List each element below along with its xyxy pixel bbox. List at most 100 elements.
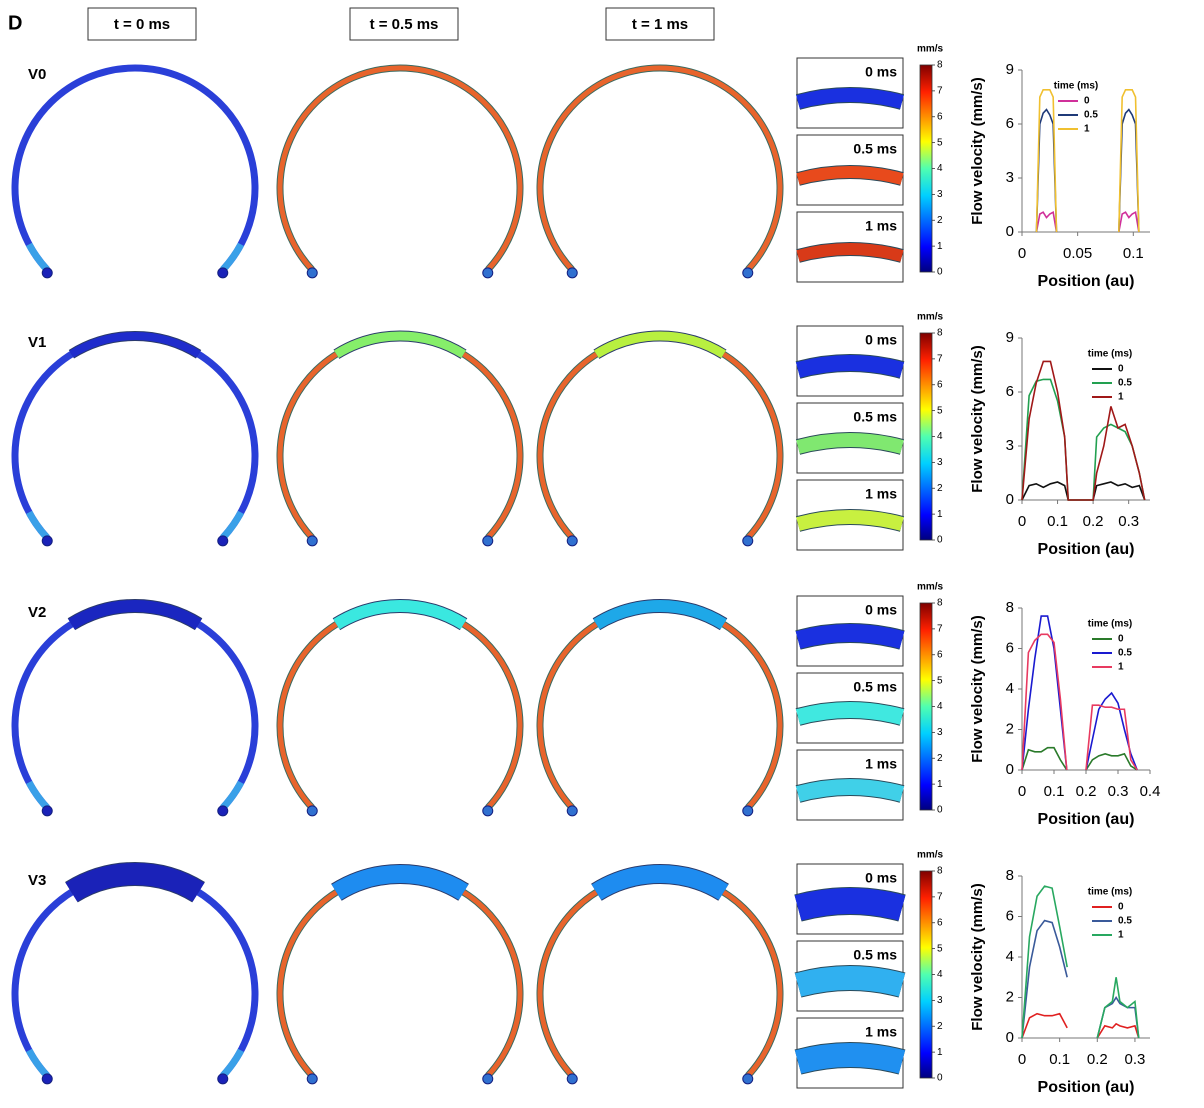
x-tick-label: 0 <box>1018 245 1026 262</box>
y-tick-label: 8 <box>1006 867 1014 884</box>
row-label: V1 <box>28 334 46 351</box>
y-axis-label: Flow velocity (mm/s) <box>969 883 986 1031</box>
panel-label: D <box>8 12 22 34</box>
legend-label: 0.5 <box>1118 916 1132 927</box>
colorbar-tick-label: 6 <box>937 111 943 122</box>
x-tick-label: 0.05 <box>1063 245 1092 262</box>
x-tick-label: 0.2 <box>1087 1051 1108 1068</box>
inset-label: 0 ms <box>865 870 897 886</box>
x-tick-label: 0.2 <box>1083 513 1104 530</box>
colorbar-tick-label: 1 <box>937 241 943 252</box>
column-header: t = 0 ms <box>114 16 170 33</box>
inset-label: 0 ms <box>865 64 897 80</box>
stenosis-segment <box>594 331 726 359</box>
series-line <box>1035 89 1140 233</box>
vessel-arc <box>277 65 523 272</box>
inset-label: 0.5 ms <box>853 141 897 157</box>
vessel <box>276 64 524 279</box>
colorbar-tick-label: 0 <box>937 805 943 816</box>
y-tick-label: 0 <box>1006 1029 1014 1046</box>
series-line <box>1021 633 1138 771</box>
stenosis-segment <box>333 600 467 630</box>
vessel-end <box>306 535 318 547</box>
vessel <box>11 64 259 279</box>
vessel-end <box>482 1073 494 1085</box>
x-axis-label: Position (au) <box>1038 1079 1135 1096</box>
vessel-arc <box>11 602 259 811</box>
colorbar-tick-label: 7 <box>937 892 943 903</box>
vessel-end <box>306 805 318 817</box>
stenosis-segment <box>65 863 205 902</box>
vessel-tip <box>220 242 245 273</box>
y-axis-label: Flow velocity (mm/s) <box>969 77 986 225</box>
vessel-arc <box>11 64 259 273</box>
x-tick-label: 0.1 <box>1044 783 1065 800</box>
y-tick-label: 4 <box>1006 680 1014 697</box>
colorbar-tick-label: 3 <box>937 995 943 1006</box>
colorbar-tick-label: 1 <box>937 1047 943 1058</box>
colorbar-tick-label: 5 <box>937 943 943 954</box>
inset-band <box>795 624 905 649</box>
x-tick-label: 0.3 <box>1118 513 1139 530</box>
vessel <box>11 862 259 1085</box>
x-tick-label: 0.4 <box>1140 783 1161 800</box>
inset-label: 0.5 ms <box>853 409 897 425</box>
vessel-end <box>217 267 229 279</box>
stenosis-segment <box>69 332 201 358</box>
stenosis-segment <box>68 600 202 630</box>
vessel <box>11 331 259 547</box>
vessel-tip <box>220 510 245 541</box>
y-tick-label: 3 <box>1006 169 1014 186</box>
y-tick-label: 3 <box>1006 437 1014 454</box>
inset-label: 1 ms <box>865 756 897 772</box>
inset-label: 0.5 ms <box>853 679 897 695</box>
x-tick-label: 0.1 <box>1047 513 1068 530</box>
legend-title: time (ms) <box>1088 619 1132 630</box>
colorbar-tick-label: 5 <box>937 137 943 148</box>
legend-label: 0.5 <box>1118 378 1132 389</box>
vessel-end <box>566 267 578 279</box>
colorbar-tick-label: 2 <box>937 215 943 226</box>
x-tick-label: 0.2 <box>1076 783 1097 800</box>
vessel-end <box>482 805 494 817</box>
vessel-outline <box>536 64 784 273</box>
inset-label: 0 ms <box>865 602 897 618</box>
colorbar <box>919 602 933 811</box>
colorbar-tick-label: 1 <box>937 779 943 790</box>
legend-label: 0.5 <box>1084 110 1098 121</box>
colorbar-unit: mm/s <box>917 312 944 323</box>
colorbar-tick-label: 0 <box>937 1073 943 1084</box>
y-tick-label: 0 <box>1006 491 1014 508</box>
y-tick-label: 8 <box>1006 599 1014 616</box>
colorbar-unit: mm/s <box>917 582 944 593</box>
colorbar-tick-label: 8 <box>937 328 943 339</box>
legend-label: 0 <box>1118 902 1124 913</box>
colorbar-tick-label: 3 <box>937 457 943 468</box>
colorbar-tick-label: 8 <box>937 60 943 71</box>
vessel-end <box>306 267 318 279</box>
vessel <box>536 864 784 1085</box>
vessel-end <box>482 267 494 279</box>
colorbar-tick-label: 1 <box>937 509 943 520</box>
vessel-end <box>742 805 754 817</box>
colorbar-tick-label: 5 <box>937 675 943 686</box>
vessel-end <box>482 535 494 547</box>
vessel-tip <box>25 1048 50 1079</box>
vessel-arc <box>11 870 259 1079</box>
vessel-end <box>306 1073 318 1085</box>
inset-label: 1 ms <box>865 218 897 234</box>
colorbar-tick-label: 6 <box>937 649 943 660</box>
x-tick-label: 0.1 <box>1123 245 1144 262</box>
colorbar-tick-label: 2 <box>937 753 943 764</box>
colorbar-tick-label: 5 <box>937 405 943 416</box>
vessel-end <box>566 805 578 817</box>
colorbar-tick-label: 8 <box>937 598 943 609</box>
vessel-end <box>217 535 229 547</box>
y-tick-label: 6 <box>1006 907 1014 924</box>
colorbar <box>919 64 933 273</box>
x-axis-label: Position (au) <box>1038 273 1135 290</box>
y-tick-label: 0 <box>1006 223 1014 240</box>
inset-band <box>795 779 905 802</box>
vessel-end <box>41 535 53 547</box>
